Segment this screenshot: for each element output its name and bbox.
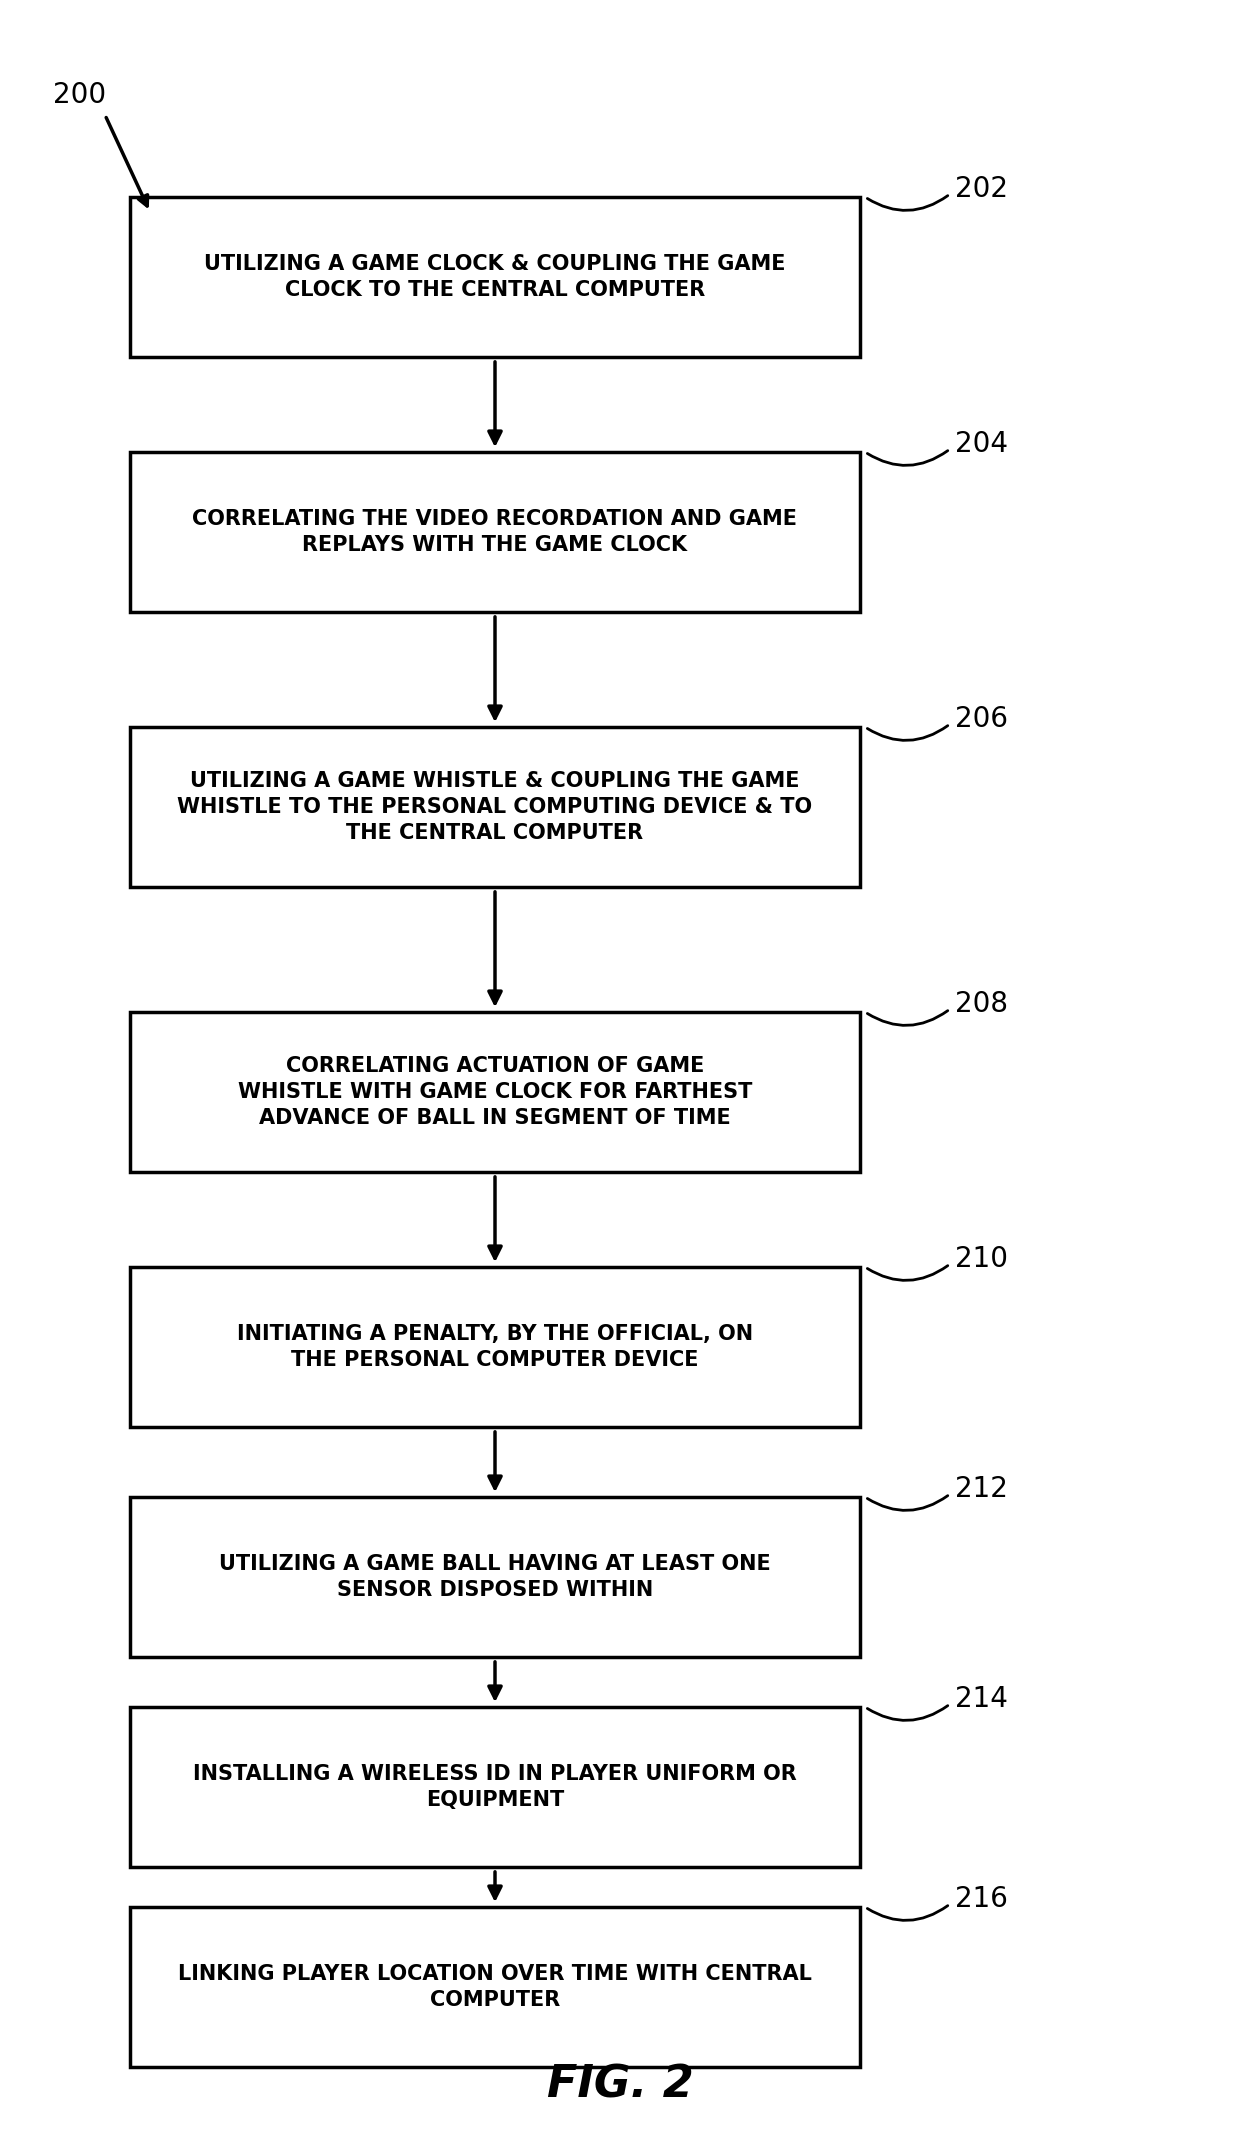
- Text: CORRELATING ACTUATION OF GAME
WHISTLE WITH GAME CLOCK FOR FARTHEST
ADVANCE OF BA: CORRELATING ACTUATION OF GAME WHISTLE WI…: [238, 1056, 753, 1129]
- Bar: [130, 1011, 861, 1172]
- Bar: [130, 1707, 861, 1868]
- Bar: [130, 198, 861, 356]
- Bar: [130, 1267, 861, 1428]
- Bar: [130, 1907, 861, 2068]
- Text: 204: 204: [955, 429, 1008, 457]
- Text: 202: 202: [955, 176, 1008, 204]
- Text: UTILIZING A GAME WHISTLE & COUPLING THE GAME
WHISTLE TO THE PERSONAL COMPUTING D: UTILIZING A GAME WHISTLE & COUPLING THE …: [177, 771, 812, 844]
- Text: 210: 210: [955, 1245, 1008, 1273]
- Bar: [130, 728, 861, 887]
- Text: INSTALLING A WIRELESS ID IN PLAYER UNIFORM OR
EQUIPMENT: INSTALLING A WIRELESS ID IN PLAYER UNIFO…: [193, 1765, 797, 1810]
- Text: 200: 200: [53, 82, 107, 109]
- Text: UTILIZING A GAME CLOCK & COUPLING THE GAME
CLOCK TO THE CENTRAL COMPUTER: UTILIZING A GAME CLOCK & COUPLING THE GA…: [205, 253, 786, 301]
- Text: 216: 216: [955, 1885, 1008, 1913]
- Bar: [130, 453, 861, 612]
- Text: LINKING PLAYER LOCATION OVER TIME WITH CENTRAL
COMPUTER: LINKING PLAYER LOCATION OVER TIME WITH C…: [179, 1965, 812, 2010]
- Text: 212: 212: [955, 1475, 1008, 1503]
- Text: 214: 214: [955, 1685, 1008, 1713]
- Text: UTILIZING A GAME BALL HAVING AT LEAST ONE
SENSOR DISPOSED WITHIN: UTILIZING A GAME BALL HAVING AT LEAST ON…: [219, 1554, 771, 1600]
- Text: FIG. 2: FIG. 2: [547, 2063, 693, 2106]
- Bar: [130, 1496, 861, 1657]
- Text: INITIATING A PENALTY, BY THE OFFICIAL, ON
THE PERSONAL COMPUTER DEVICE: INITIATING A PENALTY, BY THE OFFICIAL, O…: [237, 1325, 753, 1370]
- Text: 206: 206: [955, 704, 1008, 732]
- Text: CORRELATING THE VIDEO RECORDATION AND GAME
REPLAYS WITH THE GAME CLOCK: CORRELATING THE VIDEO RECORDATION AND GA…: [192, 509, 797, 556]
- Text: 208: 208: [955, 990, 1008, 1018]
